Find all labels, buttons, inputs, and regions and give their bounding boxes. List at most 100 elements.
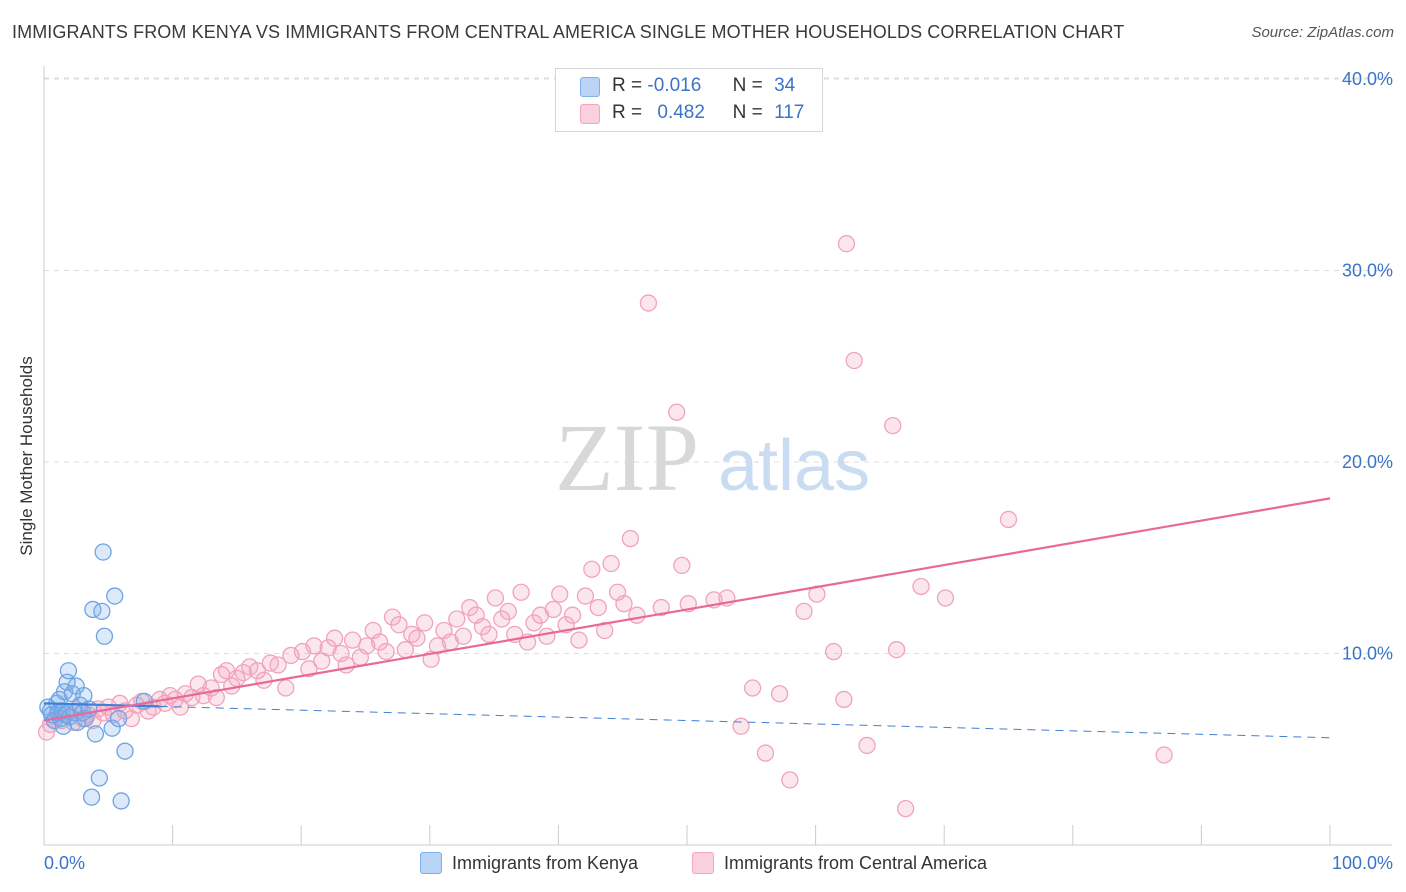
kenya-trend-solid bbox=[43, 702, 160, 708]
central-america-point bbox=[756, 744, 775, 762]
central-america-point bbox=[673, 556, 691, 575]
central-america-swatch bbox=[580, 104, 600, 124]
central-america-point bbox=[652, 598, 670, 617]
kenya-r-value: -0.016 bbox=[647, 75, 702, 96]
central-america-point bbox=[743, 679, 762, 697]
kenya-swatch bbox=[580, 77, 600, 97]
kenya-n-label: N = bbox=[732, 75, 763, 96]
central-america-point bbox=[1155, 746, 1173, 764]
central-america-point bbox=[668, 403, 686, 421]
kenya-point bbox=[116, 742, 134, 760]
central-america-point bbox=[884, 416, 902, 435]
ca-r-value: 0.482 bbox=[657, 102, 705, 123]
central-america-legend-swatch bbox=[692, 852, 714, 874]
central-america-point bbox=[325, 629, 344, 647]
kenya-point bbox=[93, 602, 111, 621]
central-america-point bbox=[563, 606, 582, 624]
central-america-point bbox=[912, 577, 930, 596]
central-america-point bbox=[999, 510, 1018, 529]
central-america-point bbox=[512, 583, 530, 601]
central-america-point bbox=[277, 679, 295, 697]
central-america-point bbox=[576, 587, 595, 605]
central-america-point bbox=[428, 637, 447, 655]
kenya-point bbox=[103, 719, 121, 737]
stats-legend: R = -0.016 N = 34 R = 0.482 N = 117 bbox=[555, 68, 823, 132]
trend-lines bbox=[43, 497, 1331, 739]
kenya-point bbox=[86, 725, 105, 743]
central-america-point bbox=[732, 717, 750, 735]
ca-n-label: N = bbox=[732, 102, 763, 123]
kenya-point bbox=[95, 627, 114, 645]
kenya-point bbox=[59, 662, 78, 680]
central-america-legend-label: Immigrants from Central America bbox=[724, 853, 988, 873]
y-tick-label: 30.0% bbox=[1342, 261, 1393, 281]
tick-labels: 10.0% 20.0% 30.0% 40.0% 0.0% 100.0% bbox=[44, 69, 1393, 873]
central-america-point bbox=[448, 610, 466, 628]
central-america-point bbox=[551, 585, 569, 603]
y-tick-label: 10.0% bbox=[1342, 644, 1393, 664]
kenya-point bbox=[82, 788, 101, 806]
series-kenya bbox=[39, 543, 153, 810]
central-america-point bbox=[639, 294, 658, 312]
kenya-point bbox=[90, 769, 108, 787]
central-america-point bbox=[845, 351, 863, 370]
central-america-point bbox=[390, 616, 408, 634]
central-america-point bbox=[896, 799, 915, 818]
central-america-point bbox=[454, 627, 472, 645]
y-tick-label: 40.0% bbox=[1342, 69, 1393, 89]
central-america-point bbox=[824, 642, 843, 661]
central-america-point bbox=[781, 771, 799, 789]
central-america-point bbox=[370, 633, 389, 651]
kenya-legend-swatch bbox=[420, 852, 442, 874]
central-america-point bbox=[408, 629, 426, 647]
central-america-point bbox=[207, 688, 225, 707]
central-america-point bbox=[602, 554, 620, 573]
central-america-point bbox=[480, 625, 498, 643]
central-america-point bbox=[248, 662, 267, 680]
x-tick-label-min: 0.0% bbox=[44, 853, 85, 873]
central-america-point bbox=[416, 614, 434, 632]
chart-title: IMMIGRANTS FROM KENYA VS IMMIGRANTS FROM… bbox=[12, 22, 1125, 42]
central-america-point bbox=[337, 656, 355, 674]
kenya-legend-label: Immigrants from Kenya bbox=[452, 853, 639, 873]
central-america-trend bbox=[43, 497, 1331, 722]
kenya-point bbox=[106, 587, 124, 605]
kenya-point bbox=[109, 709, 128, 728]
series-central-america bbox=[37, 235, 1173, 818]
watermark-zip: ZIP bbox=[555, 404, 699, 511]
central-america-point bbox=[358, 637, 376, 655]
central-america-point bbox=[770, 685, 789, 703]
watermark: ZIP atlas bbox=[555, 404, 870, 511]
x-tick-label-max: 100.0% bbox=[1332, 853, 1393, 873]
central-america-point bbox=[835, 690, 853, 709]
source-note: Source: ZipAtlas.com bbox=[1251, 24, 1394, 41]
central-america-point bbox=[255, 671, 273, 689]
central-america-point bbox=[887, 641, 906, 659]
y-tick-label: 20.0% bbox=[1342, 452, 1393, 472]
watermark-atlas: atlas bbox=[718, 426, 870, 506]
central-america-point bbox=[936, 589, 955, 607]
central-america-point bbox=[837, 235, 856, 253]
central-america-point bbox=[305, 637, 323, 655]
ca-r-label: R = bbox=[612, 102, 643, 123]
grid-lines bbox=[44, 77, 1392, 654]
central-america-point bbox=[615, 595, 633, 613]
kenya-point bbox=[94, 543, 112, 561]
kenya-point bbox=[112, 792, 130, 810]
central-america-point bbox=[621, 529, 640, 548]
central-america-point bbox=[486, 589, 505, 607]
central-america-point bbox=[300, 660, 318, 678]
central-america-point bbox=[269, 656, 287, 674]
central-america-point bbox=[570, 631, 588, 649]
central-america-point bbox=[544, 600, 562, 619]
kenya-r-label: R = bbox=[612, 75, 643, 96]
central-america-point bbox=[596, 621, 614, 640]
central-america-point bbox=[628, 606, 646, 624]
kenya-n-value: 34 bbox=[774, 75, 796, 96]
central-america-point bbox=[499, 602, 517, 621]
central-america-point bbox=[538, 627, 556, 645]
central-america-point bbox=[858, 736, 876, 755]
ca-n-value: 117 bbox=[774, 102, 805, 123]
central-america-point bbox=[589, 598, 607, 617]
